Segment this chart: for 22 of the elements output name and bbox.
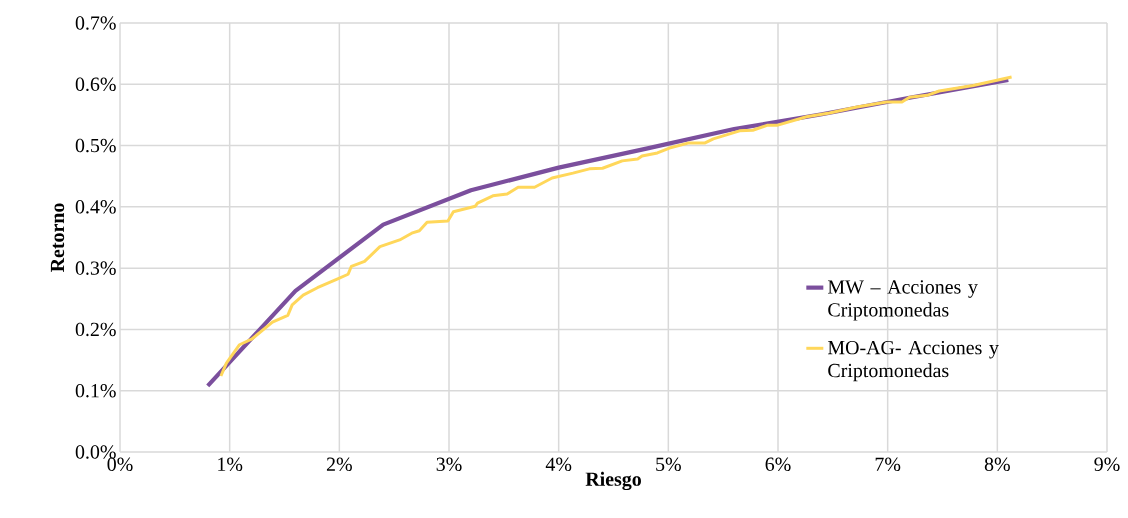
y-tick-label: 0.0% xyxy=(75,445,116,459)
x-axis-title: Riesgo xyxy=(585,471,641,491)
y-tick-label: 0.5% xyxy=(75,138,116,153)
y-tick-label: 0.1% xyxy=(75,383,116,398)
y-tick-label: 0.4% xyxy=(75,200,116,214)
y-tick-label: 0.7% xyxy=(75,16,116,30)
x-tick-label: 6% xyxy=(765,457,791,472)
x-tick-label: 5% xyxy=(656,457,681,472)
y-tick-label: 0.6% xyxy=(75,77,116,92)
legend-label: MW – Acciones y Criptomonedas xyxy=(827,280,978,321)
x-tick-label: 3% xyxy=(436,457,462,472)
y-tick-label: 0.2% xyxy=(75,322,116,337)
x-tick-label: 2% xyxy=(326,457,352,472)
x-tick-label: 7% xyxy=(875,457,901,472)
x-tick-label: 1% xyxy=(218,457,243,472)
x-tick-label: 0% xyxy=(107,457,133,472)
legend-label: MO-AG- Acciones y Criptomonedas xyxy=(827,340,999,382)
y-tick-label: 0.3% xyxy=(75,261,116,275)
x-tick-label: 4% xyxy=(545,457,572,472)
y-axis-title: Retorno xyxy=(50,203,65,273)
x-tick-label: 8% xyxy=(984,457,1010,472)
x-tick-label: 9% xyxy=(1094,457,1120,472)
